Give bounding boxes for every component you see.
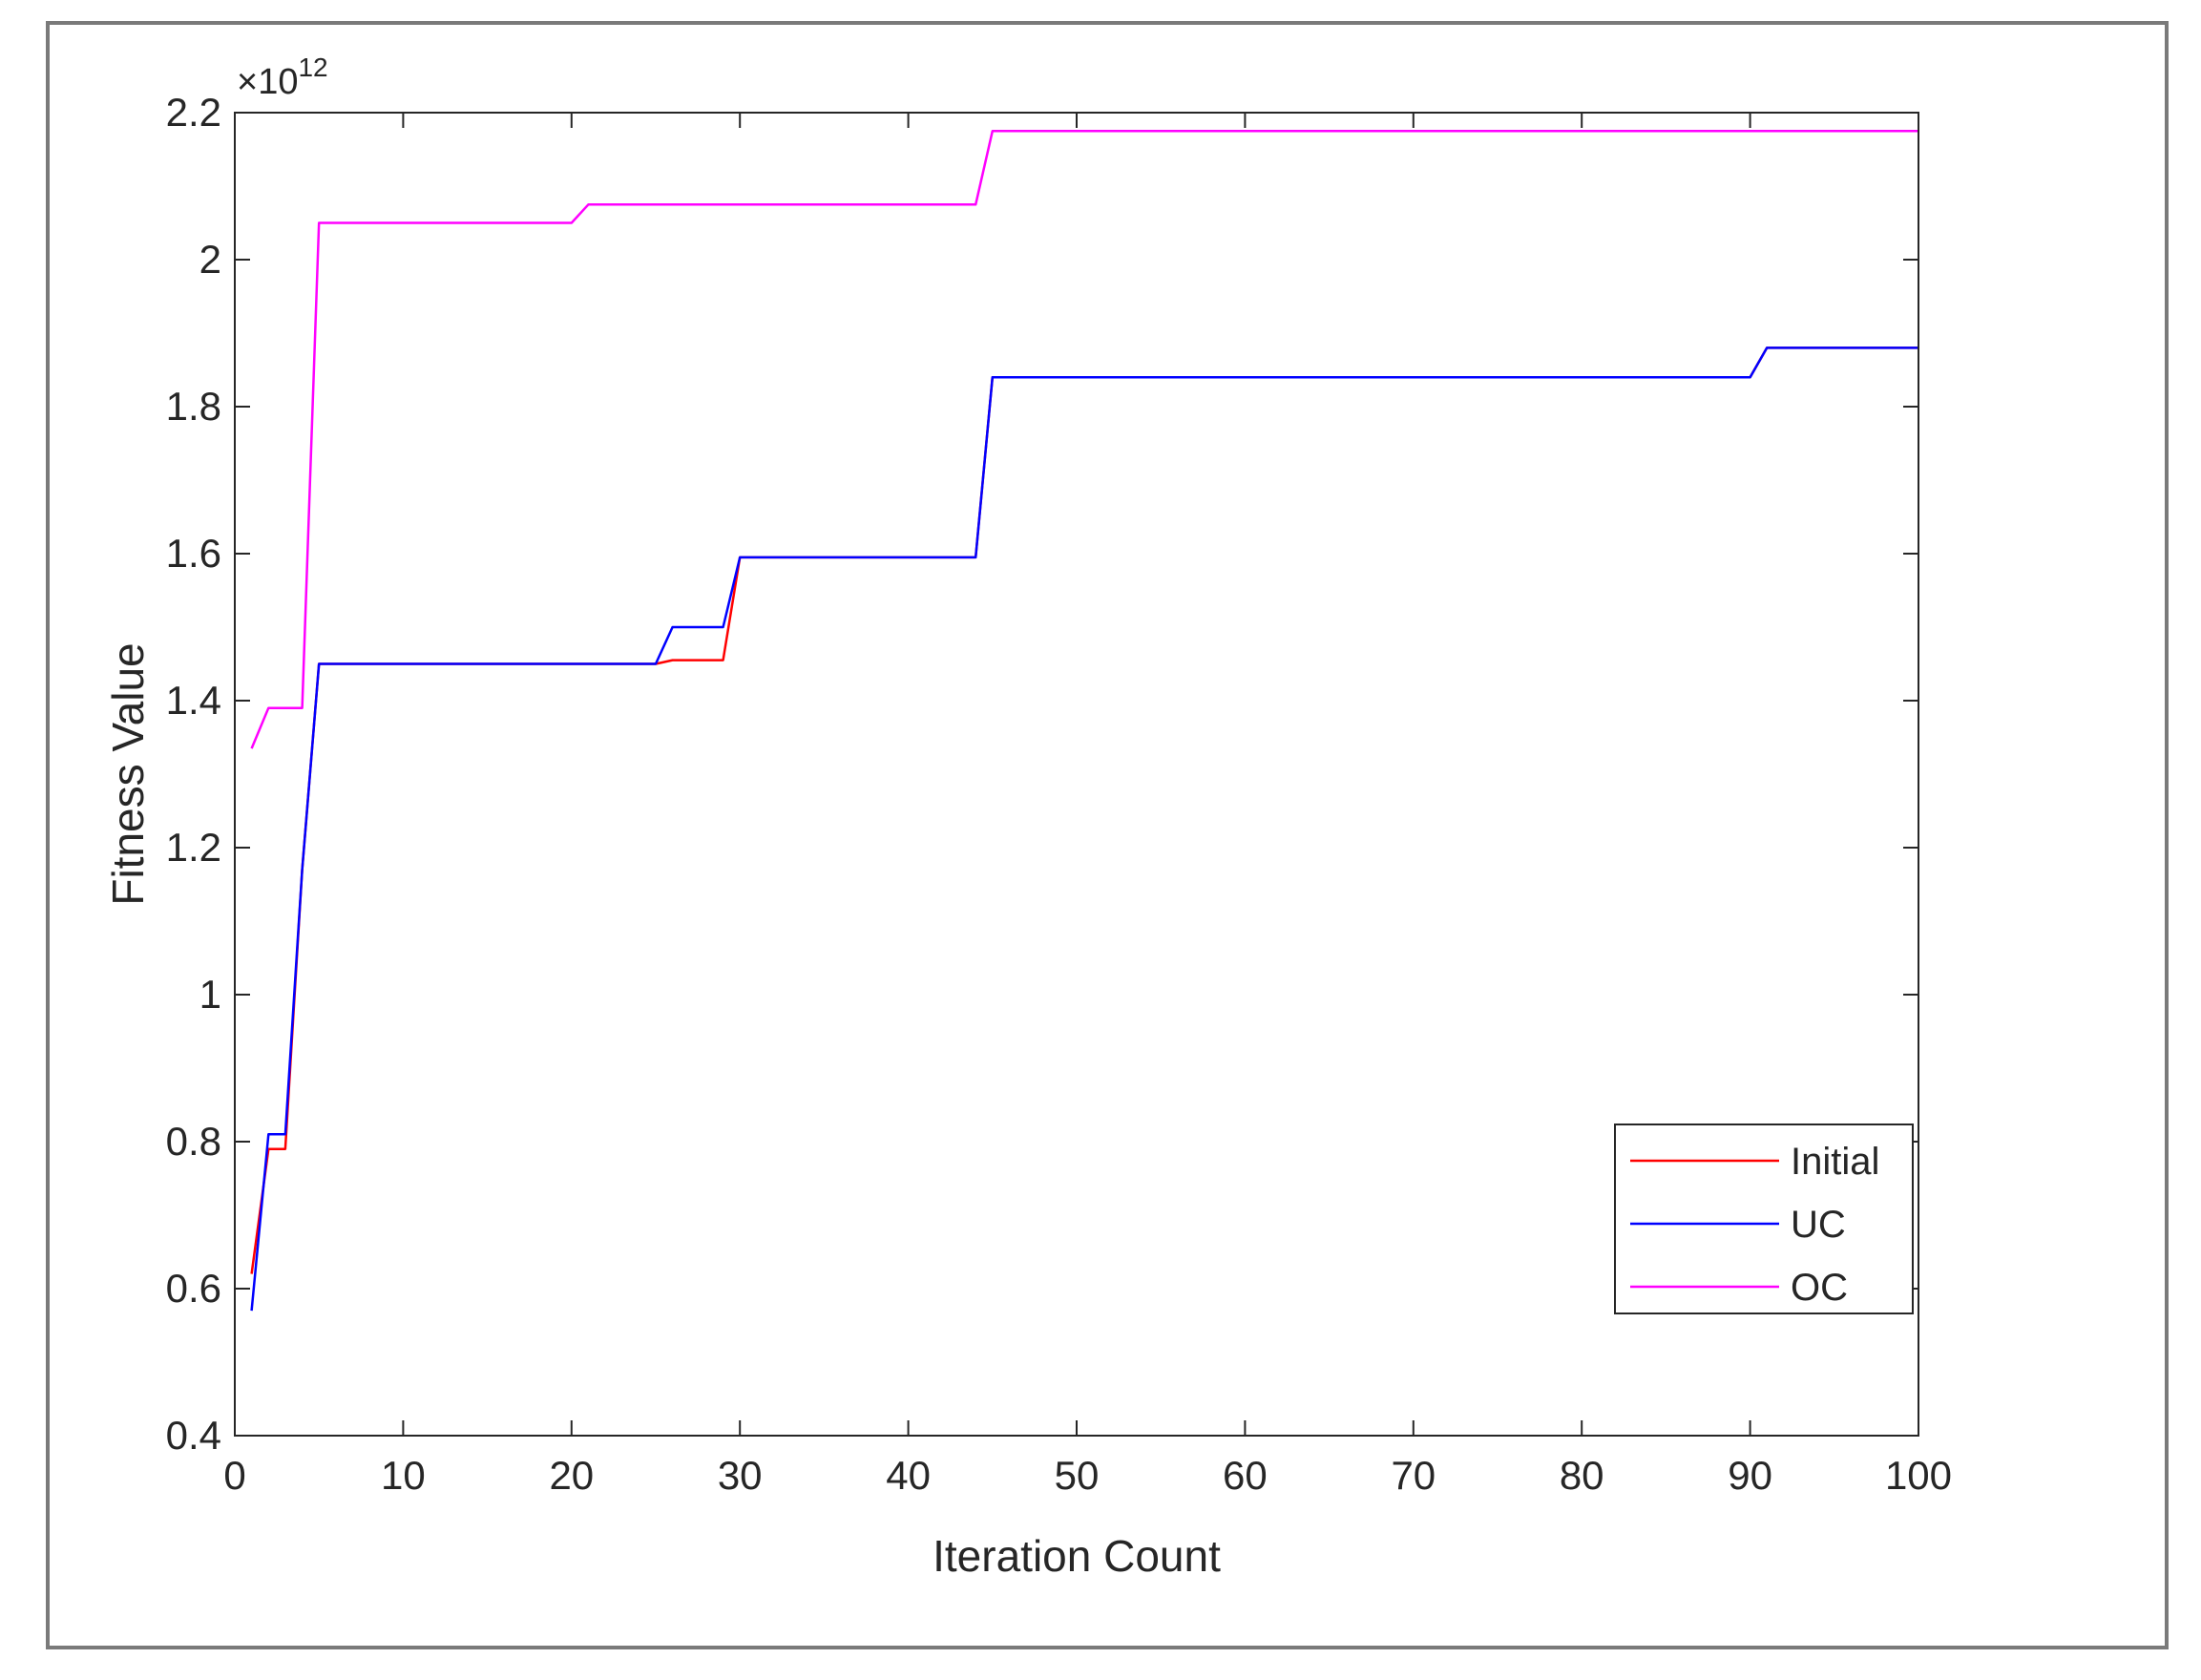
x-tick-label: 10 <box>381 1453 426 1498</box>
legend-label-oc: OC <box>1791 1267 1848 1309</box>
y-tick-label: 0.8 <box>166 1119 221 1164</box>
x-tick-label: 20 <box>549 1453 594 1498</box>
x-tick-label: 40 <box>886 1453 931 1498</box>
x-axis-label: Iteration Count <box>933 1531 1221 1581</box>
legend: Initial UC OC <box>1614 1124 1914 1314</box>
y-tick-label: 2 <box>199 237 221 282</box>
legend-box <box>1614 1124 1914 1314</box>
series-line-oc <box>250 130 1918 749</box>
y-axis-exponent-power: 12 <box>298 52 327 82</box>
x-tick-label: 0 <box>223 1453 245 1498</box>
y-tick-label: 1 <box>199 972 221 1017</box>
y-tick-label: 1.2 <box>166 825 221 870</box>
y-tick-label: 1.4 <box>166 678 221 723</box>
x-tick-label: 30 <box>718 1453 763 1498</box>
x-tick-label: 70 <box>1391 1453 1436 1498</box>
x-tick-label: 50 <box>1055 1453 1100 1498</box>
x-tick-label: 60 <box>1223 1453 1268 1498</box>
line-chart: 0 10 20 30 40 50 60 70 80 90 100 0.4 0.6 0.8 1 1.2 1.4 1… <box>103 52 1952 1581</box>
y-tick-label: 2.2 <box>166 90 221 135</box>
figure-frame: 0 10 20 30 40 50 60 70 80 90 100 0.4 0.6 0.8 1 1.2 1.4 1… <box>46 21 2169 1649</box>
y-axis-label: Fitness Value <box>103 642 153 905</box>
x-tick-label: 80 <box>1560 1453 1604 1498</box>
legend-label-uc: UC <box>1791 1204 1846 1246</box>
series-lines <box>250 130 1918 1312</box>
y-tick-label: 0.6 <box>166 1266 221 1311</box>
legend-label-initial: Initial <box>1791 1141 1879 1183</box>
y-axis-ticks: 0.4 0.6 0.8 1 1.2 1.4 1.6 1.8 2 2.2 <box>166 90 1918 1458</box>
y-tick-label: 1.6 <box>166 531 221 576</box>
x-tick-label: 100 <box>1885 1453 1952 1498</box>
y-tick-label: 0.4 <box>166 1413 221 1458</box>
y-tick-label: 1.8 <box>166 384 221 429</box>
series-line-uc <box>250 346 1918 1312</box>
x-axis-ticks: 0 10 20 30 40 50 60 70 80 90 100 <box>223 113 1952 1498</box>
y-axis-exponent: ×1012 <box>237 52 328 102</box>
x-tick-label: 90 <box>1728 1453 1772 1498</box>
